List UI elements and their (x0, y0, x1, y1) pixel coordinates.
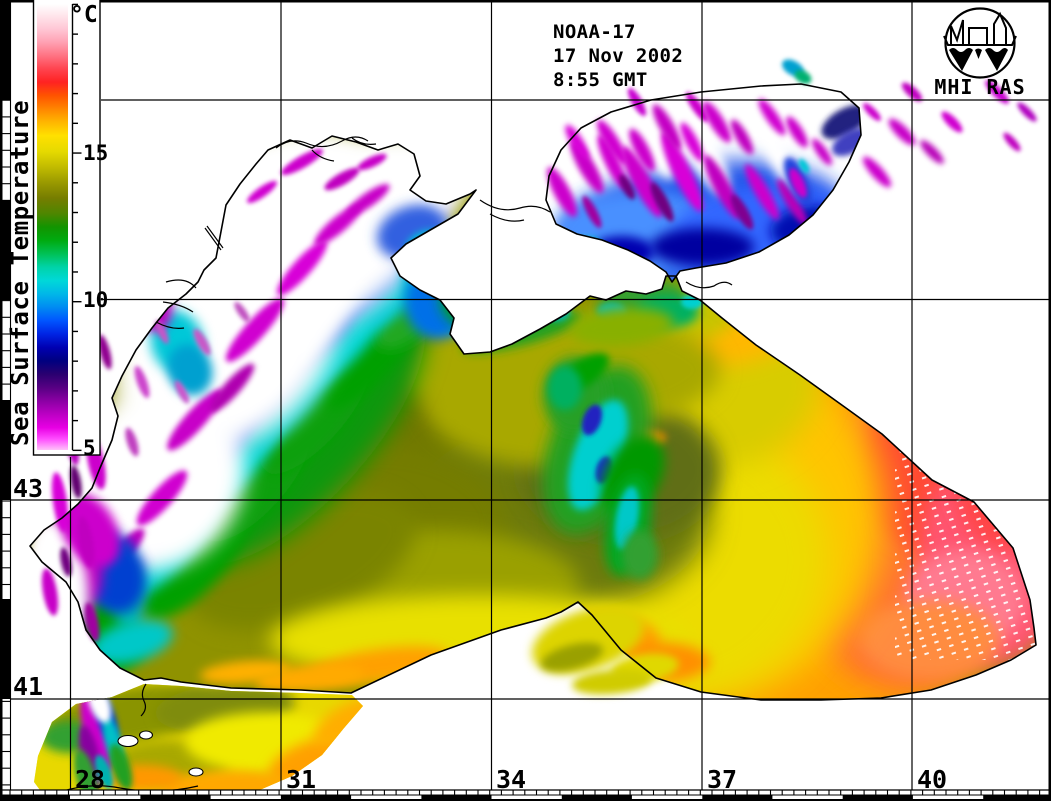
image-date: 17 Nov 2002 (553, 45, 683, 67)
logo-circle (944, 7, 1016, 79)
lon-label-34: 34 (496, 765, 526, 794)
danube-delta-outline (155, 279, 197, 329)
black-sea-coastline (29, 135, 1037, 701)
colorbar-tick-15: 15 (83, 141, 108, 165)
lon-label-37: 37 (707, 765, 737, 794)
dnieper-estuary-outline (275, 136, 377, 162)
satellite-name: NOAA-17 (553, 21, 636, 43)
lon-label-40: 40 (917, 765, 947, 794)
graticule (10, 2, 1049, 790)
logo-emblem-icon (943, 11, 1017, 46)
bosphorus-outline (140, 683, 147, 717)
logo-label: MHI RAS (934, 75, 1025, 99)
land-cold-streaks (41, 59, 1037, 695)
lon-label-28: 28 (75, 765, 105, 794)
longitude-ruler (0, 789, 1051, 801)
lakes (117, 730, 204, 777)
colorbar-tick-10: 10 (83, 288, 108, 312)
image-header: NOAA-17 17 Nov 2002 8:55 GMT (553, 21, 683, 91)
lon-label-31: 31 (286, 765, 316, 794)
lat-label-41: 41 (13, 672, 43, 701)
mhi-ras-logo: MHI RAS (934, 7, 1025, 99)
colorbar-title: Sea Surface Temperature (6, 100, 34, 446)
taman-outline (685, 281, 733, 289)
dniester-estuary-outline (204, 225, 224, 251)
colorbar-tick-5: 5 (83, 436, 96, 460)
azov-coastline (545, 83, 862, 283)
coastlines (29, 83, 1037, 701)
image-time: 8:55 GMT (553, 69, 648, 91)
colorbar-gradient (37, 4, 68, 450)
axis-labels: 43 41 28 31 34 37 40 (13, 474, 947, 794)
lat-label-43: 43 (13, 474, 43, 503)
colorbar-unit: °C (70, 2, 98, 28)
logo-waves-icon (949, 48, 1008, 71)
colorbar-ticks (72, 3, 82, 452)
colorbar: °C 15 10 5 (32, 0, 108, 460)
